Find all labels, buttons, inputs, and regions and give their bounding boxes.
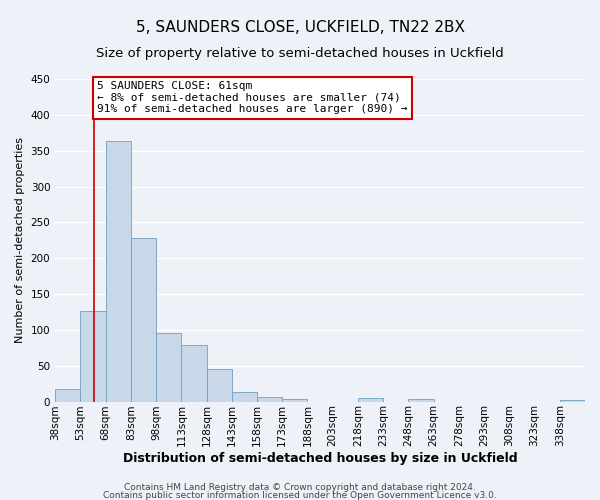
- Text: Size of property relative to semi-detached houses in Uckfield: Size of property relative to semi-detach…: [96, 48, 504, 60]
- Bar: [232, 392, 257, 402]
- Bar: [80, 310, 106, 402]
- Bar: [257, 397, 282, 402]
- Bar: [409, 398, 434, 402]
- Bar: [55, 388, 80, 402]
- Bar: [156, 334, 181, 402]
- X-axis label: Distribution of semi-detached houses by size in Uckfield: Distribution of semi-detached houses by …: [123, 452, 517, 465]
- Y-axis label: Number of semi-detached properties: Number of semi-detached properties: [15, 138, 25, 344]
- Bar: [131, 238, 156, 402]
- Bar: [282, 398, 307, 402]
- Text: Contains HM Land Registry data © Crown copyright and database right 2024.: Contains HM Land Registry data © Crown c…: [124, 483, 476, 492]
- Text: 5, SAUNDERS CLOSE, UCKFIELD, TN22 2BX: 5, SAUNDERS CLOSE, UCKFIELD, TN22 2BX: [136, 20, 464, 35]
- Bar: [181, 345, 206, 402]
- Bar: [358, 398, 383, 402]
- Text: Contains public sector information licensed under the Open Government Licence v3: Contains public sector information licen…: [103, 490, 497, 500]
- Bar: [206, 370, 232, 402]
- Bar: [560, 400, 585, 402]
- Bar: [106, 142, 131, 402]
- Text: 5 SAUNDERS CLOSE: 61sqm
← 8% of semi-detached houses are smaller (74)
91% of sem: 5 SAUNDERS CLOSE: 61sqm ← 8% of semi-det…: [97, 81, 408, 114]
